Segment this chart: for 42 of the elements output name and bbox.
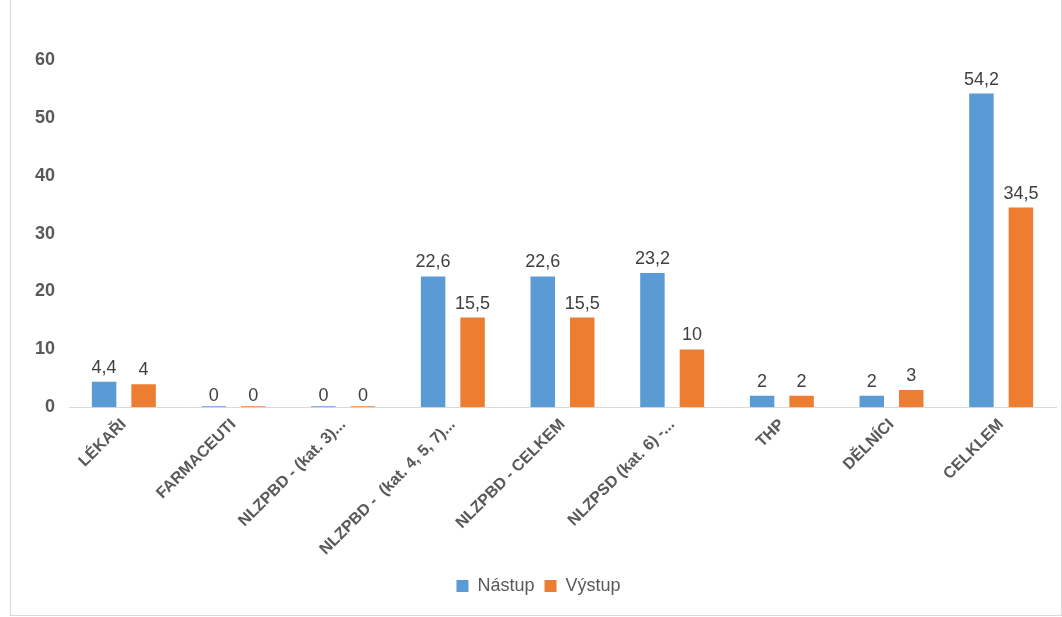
data-label: 2 [866,370,877,391]
y-tick-label: 20 [34,280,56,301]
x-tick-label: THP [752,415,788,450]
bar [789,395,814,408]
data-label: 0 [208,385,219,406]
bar [749,395,775,408]
bar [679,349,705,408]
bar [570,317,595,408]
data-label: 4,4 [91,356,117,377]
data-label: 0 [357,385,368,406]
bar [91,381,117,408]
bar [859,395,884,408]
data-label: 3 [906,364,917,385]
bar [640,273,665,408]
data-label: 0 [248,385,259,406]
legend-label: Výstup [565,574,621,595]
y-tick-label: 0 [45,396,56,417]
bar [530,276,556,408]
bar [131,384,156,408]
data-label: 15,5 [564,292,600,313]
y-tick-label: 50 [34,106,56,127]
data-label: 2 [757,370,768,391]
data-label: 34,5 [1003,182,1039,203]
y-tick-label: 60 [34,48,56,69]
data-label: 10 [681,324,702,345]
data-label: 22,6 [525,251,561,272]
y-tick-label: 40 [34,164,56,185]
data-label: 54,2 [963,68,999,89]
data-label: 22,6 [415,251,451,272]
y-tick-label: 30 [34,222,56,243]
bar [460,317,485,408]
bar [899,389,924,408]
bar [1008,207,1034,408]
data-label: 15,5 [455,292,491,313]
data-label: 23,2 [634,247,670,268]
bar [969,93,994,408]
y-tick-label: 10 [34,338,56,359]
data-label: 0 [318,385,329,406]
legend-label: Nástup [477,574,535,595]
data-label: 2 [796,370,807,391]
data-label: 4 [138,359,149,380]
bar [420,276,446,408]
